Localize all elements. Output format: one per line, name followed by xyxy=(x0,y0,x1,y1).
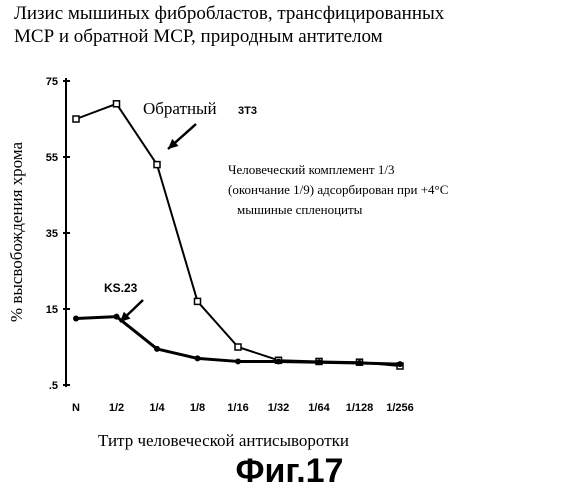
series-layer xyxy=(73,101,403,369)
data-point xyxy=(154,346,160,352)
note-line-2: (окончание 1/9) адсорбирован при +4°С xyxy=(228,182,448,197)
data-point xyxy=(397,361,403,367)
data-point xyxy=(276,358,282,364)
x-tick-label: 1/256 xyxy=(386,402,414,414)
note-line-3: мышиные спленоциты xyxy=(237,202,363,217)
x-tick-label: 1/32 xyxy=(268,402,289,414)
y-tick-label: .5 xyxy=(49,380,58,392)
annotation-arrow-reverse xyxy=(168,124,196,149)
annotation-arrow-ks23 xyxy=(120,300,143,322)
annotation-layer: Обратный 3Т3 KS.23 xyxy=(104,99,257,322)
data-point xyxy=(357,360,363,366)
y-tick-label: 55 xyxy=(46,152,58,164)
x-tick-label: 1/16 xyxy=(227,402,248,414)
x-tick-label: 1/64 xyxy=(308,402,330,414)
series-line-0 xyxy=(76,104,400,366)
x-tick-label: N xyxy=(72,402,80,414)
data-point xyxy=(73,316,79,322)
note-line-1: Человеческий комплемент 1/3 xyxy=(228,162,394,177)
y-tick-label: 35 xyxy=(46,228,58,240)
x-tick-label: 1/128 xyxy=(346,402,374,414)
series-line-1 xyxy=(76,317,400,365)
data-point xyxy=(114,314,120,320)
x-tick-label: 1/4 xyxy=(149,402,165,414)
y-axis-label: % высвобождения хрома xyxy=(7,141,26,322)
annotation-reverse-sublabel: 3Т3 xyxy=(238,105,257,117)
x-ticks: N 1/2 1/4 1/8 1/16 1/32 1/64 1/128 1/256 xyxy=(72,402,414,414)
data-point xyxy=(73,116,79,122)
annotation-reverse-label: Обратный xyxy=(143,99,217,118)
annotation-ks23-label: KS.23 xyxy=(104,281,138,295)
data-point xyxy=(316,359,322,365)
data-point xyxy=(195,355,201,361)
x-tick-label: 1/8 xyxy=(190,402,205,414)
y-tick-label: 15 xyxy=(46,304,58,316)
x-axis-label: Титр человеческой антисыворотки xyxy=(98,431,349,451)
y-tick-label: 75 xyxy=(46,76,58,88)
data-point xyxy=(235,344,241,350)
data-point xyxy=(235,358,241,364)
x-tick-label: 1/2 xyxy=(109,402,124,414)
data-point xyxy=(114,101,120,107)
figure-label: Фиг.17 xyxy=(0,452,579,491)
data-point xyxy=(195,298,201,304)
data-point xyxy=(154,162,160,168)
